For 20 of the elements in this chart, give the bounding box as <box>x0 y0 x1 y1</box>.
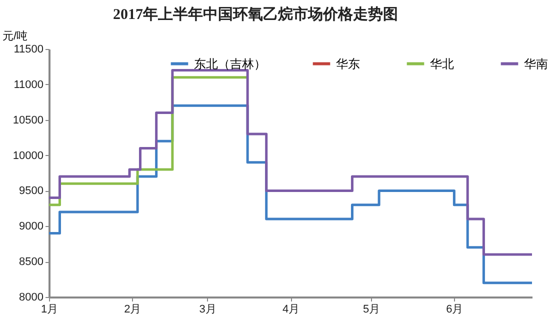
y-tick-label: 9500 <box>19 185 44 198</box>
legend-label: 华南 <box>524 56 548 71</box>
x-tick-label: 5月 <box>362 304 380 316</box>
legend-label: 华东 <box>336 56 360 71</box>
y-tick-label: 8500 <box>19 256 44 268</box>
x-tick-label: 3月 <box>199 304 216 316</box>
x-tick-label: 2月 <box>124 304 142 316</box>
y-tick-label: 10000 <box>12 150 44 162</box>
y-tick-label: 11000 <box>14 78 44 91</box>
y-tick-label: 9000 <box>19 220 44 233</box>
legend-label: 华北 <box>430 56 454 71</box>
chart-title: 2017年上半年中国环氧乙烷市场价格走势图 <box>113 5 398 23</box>
legend-label: 东北（吉林） <box>194 56 266 71</box>
y-axis-title: 元/吨 <box>2 30 28 42</box>
y-tick-label: 8000 <box>19 292 44 304</box>
y-tick-label: 11500 <box>14 44 44 56</box>
x-tick-label: 1月 <box>40 304 58 316</box>
y-tick-label: 10500 <box>12 114 44 126</box>
x-tick-label: 4月 <box>282 304 300 316</box>
x-tick-label: 6月 <box>446 304 464 316</box>
